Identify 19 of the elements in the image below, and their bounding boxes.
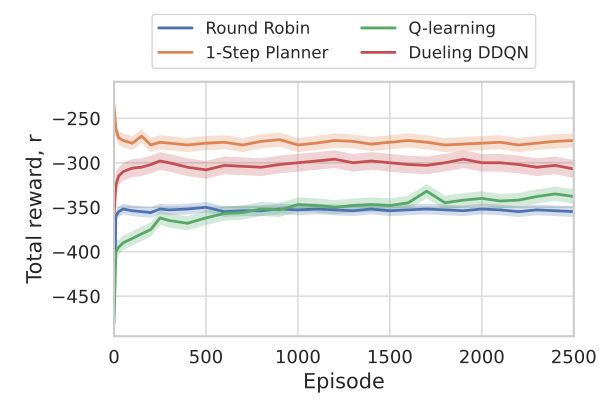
line-series <box>114 104 574 146</box>
x-tick-label: 0 <box>109 350 119 364</box>
x-tick-label: 2000 <box>460 350 504 364</box>
legend-label: Dueling DDQN <box>410 46 528 62</box>
y-tick-label: −300 <box>53 156 100 170</box>
y-tick-label: −350 <box>53 200 100 214</box>
line-series <box>114 158 574 218</box>
x-tick-label: 2500 <box>552 350 596 364</box>
y-tick-label: −400 <box>53 245 100 259</box>
x-axis-title: Episode <box>305 372 384 393</box>
y-axis-title: Total reward, r <box>26 134 44 284</box>
y-tick-label: −250 <box>53 112 100 126</box>
legend-label: 1-Step Planner <box>207 46 328 62</box>
y-tick-label: −450 <box>53 290 100 304</box>
legend-label: Q-learning <box>409 21 494 38</box>
x-tick-label: 1500 <box>368 350 412 364</box>
x-tick-label: 1000 <box>276 350 320 364</box>
x-tick-label: 500 <box>190 350 222 364</box>
legend-label: Round Robin <box>207 21 309 34</box>
